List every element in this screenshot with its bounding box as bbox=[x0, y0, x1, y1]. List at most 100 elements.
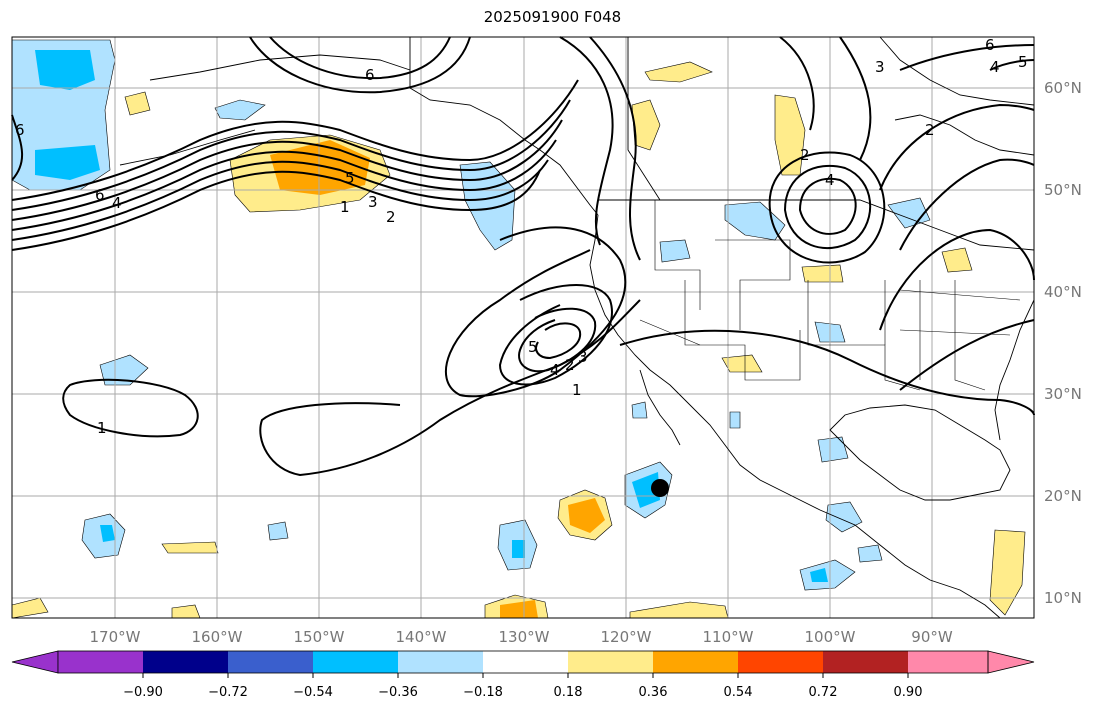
contour-line bbox=[619, 329, 1035, 416]
contour-label: 2 bbox=[565, 356, 575, 374]
positive-anomaly-region bbox=[11, 597, 49, 619]
contour-label: 3 bbox=[875, 58, 885, 76]
contour-line bbox=[498, 284, 613, 386]
contour-label: 6 bbox=[365, 66, 375, 84]
lat-tick-label: 60°N bbox=[1044, 79, 1082, 97]
lon-tick-label: 150°W bbox=[294, 628, 345, 646]
lon-tick-label: 110°W bbox=[703, 628, 754, 646]
contour-label: 6 bbox=[985, 36, 995, 54]
contour-line bbox=[535, 322, 582, 360]
positive-anomaly-region bbox=[629, 601, 729, 619]
latitude-labels: 10°N 20°N 30°N 40°N 50°N 60°N bbox=[1044, 79, 1082, 607]
negative-anomaly-core bbox=[35, 145, 100, 180]
contour-label: 6 bbox=[15, 121, 25, 139]
colorbar-segment bbox=[58, 651, 143, 673]
positive-anomaly-region bbox=[801, 264, 844, 283]
map-title: 2025091900 F048 bbox=[483, 8, 622, 26]
colorbar-segment bbox=[908, 651, 988, 673]
negative-anomaly-region bbox=[724, 201, 786, 241]
colorbar-tick-label: −0.36 bbox=[378, 685, 418, 700]
contour-lines bbox=[11, 36, 1035, 477]
positive-anomaly-region bbox=[124, 91, 151, 116]
contour-line bbox=[779, 36, 815, 131]
contour-label-layer: 6 4 1 5 3 2 6 6 1 5 4 2 3 1 4 2 3 2 6 4 … bbox=[15, 36, 1028, 437]
colorbar-tick-label: −0.54 bbox=[293, 685, 333, 700]
negative-anomaly-region bbox=[799, 559, 856, 591]
contour-label: 5 bbox=[1018, 53, 1028, 71]
lon-tick-label: 160°W bbox=[192, 628, 243, 646]
contour-label: 2 bbox=[925, 121, 935, 139]
contour-label: 2 bbox=[386, 208, 396, 226]
colorbar-segment bbox=[483, 651, 568, 673]
colorbar-tick-label: 0.90 bbox=[894, 685, 923, 700]
colorbar-tick-label: 0.72 bbox=[809, 685, 838, 700]
contour-line bbox=[559, 36, 614, 246]
negative-anomaly-region bbox=[659, 239, 691, 263]
lon-tick-label: 130°W bbox=[499, 628, 550, 646]
negative-anomaly-region bbox=[817, 436, 849, 463]
contour-line bbox=[839, 36, 872, 161]
lat-tick-label: 20°N bbox=[1044, 487, 1082, 505]
contour-line bbox=[899, 44, 1035, 71]
positive-anomaly-region bbox=[161, 541, 219, 554]
lat-tick-label: 10°N bbox=[1044, 589, 1082, 607]
lon-tick-label: 120°W bbox=[601, 628, 652, 646]
contour-line bbox=[249, 36, 471, 94]
positive-anomaly-core bbox=[500, 600, 538, 618]
colorbar-segment bbox=[738, 651, 823, 673]
contour-line bbox=[11, 159, 549, 241]
contour-line bbox=[768, 151, 886, 264]
contour-label: 1 bbox=[340, 198, 350, 216]
negative-anomaly-region bbox=[99, 354, 149, 386]
contour-line bbox=[11, 139, 557, 231]
contour-label: 2 bbox=[800, 146, 810, 164]
colorbar-segment bbox=[313, 651, 398, 673]
contour-line bbox=[62, 378, 199, 438]
positive-anomaly-region bbox=[631, 401, 648, 419]
colorbar-ticks bbox=[142, 673, 909, 678]
lat-tick-label: 50°N bbox=[1044, 181, 1082, 199]
contour-label: 1 bbox=[572, 381, 582, 399]
positive-anomaly-region bbox=[989, 529, 1026, 616]
negative-anomaly-region bbox=[214, 99, 266, 121]
lon-tick-label: 100°W bbox=[805, 628, 856, 646]
colorbar-tick-label: 0.36 bbox=[639, 685, 668, 700]
contour-line bbox=[989, 59, 1035, 71]
contour-label: 1 bbox=[97, 419, 107, 437]
contour-label: 5 bbox=[528, 338, 538, 356]
colorbar-outline bbox=[57, 650, 989, 674]
contour-line bbox=[899, 319, 1035, 391]
positive-anomaly-region bbox=[941, 247, 973, 273]
negative-anomaly-region bbox=[267, 521, 289, 541]
positive-anomaly-region bbox=[721, 354, 763, 373]
longitude-labels: 170°W 160°W 150°W 140°W 130°W 120°W 110°… bbox=[90, 628, 953, 646]
lon-tick-label: 90°W bbox=[911, 628, 953, 646]
contour-line bbox=[11, 114, 24, 181]
contour-line bbox=[11, 79, 579, 201]
contour-line bbox=[783, 164, 872, 249]
negative-anomaly-core bbox=[35, 50, 95, 90]
coastlines bbox=[119, 36, 1035, 619]
colorbar-extend-min bbox=[11, 650, 59, 674]
negative-anomaly-core bbox=[512, 540, 525, 558]
negative-anomaly-region bbox=[825, 501, 863, 533]
negative-anomaly-region bbox=[729, 411, 741, 429]
colorbar-segment bbox=[398, 651, 483, 673]
negative-anomaly-core bbox=[810, 568, 828, 582]
lat-tick-label: 40°N bbox=[1044, 283, 1082, 301]
negative-anomaly-core bbox=[632, 472, 660, 508]
positive-anomaly-region bbox=[644, 61, 713, 83]
contour-label: 4 bbox=[112, 194, 122, 212]
contour-label: 6 bbox=[95, 186, 105, 204]
contour-line bbox=[11, 99, 571, 211]
map-frame bbox=[11, 36, 1035, 619]
positive-anomaly-core bbox=[568, 498, 605, 533]
colorbar-segment bbox=[653, 651, 738, 673]
colorbar-tick-label: 0.54 bbox=[724, 685, 753, 700]
contour-line bbox=[444, 226, 627, 398]
contour-label: 3 bbox=[368, 193, 378, 211]
lat-tick-label: 30°N bbox=[1044, 385, 1082, 403]
colorbar-tick-label: 0.18 bbox=[554, 685, 583, 700]
colorbar-segment bbox=[568, 651, 653, 673]
